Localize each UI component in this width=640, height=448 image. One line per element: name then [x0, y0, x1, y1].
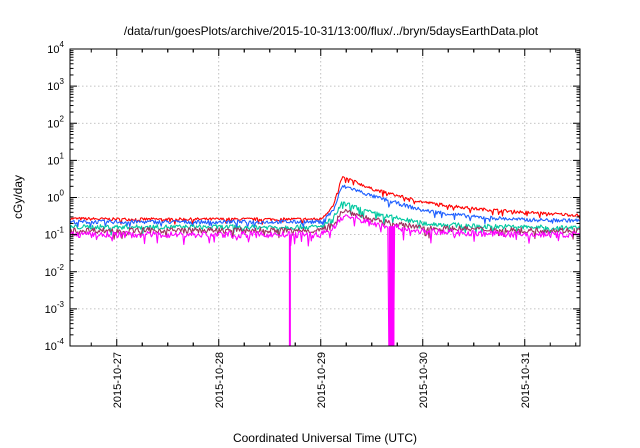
y-tick-label: 10-4 — [45, 337, 65, 353]
x-tick-label: 2015-10-30 — [418, 352, 430, 408]
series-layer — [69, 176, 581, 347]
y-tick-label: 10-1 — [45, 226, 65, 242]
series-line-2 — [69, 184, 581, 229]
y-tick-label: 100 — [47, 189, 64, 205]
y-tick-label: 102 — [47, 114, 64, 130]
chart-title: /data/run/goesPlots/archive/2015-10-31/1… — [124, 24, 539, 38]
series-line-4 — [69, 208, 581, 240]
y-tick-label: 10-3 — [45, 300, 65, 316]
x-axis: 2015-10-27 2015-10-28 2015-10-29 2015-10-30… — [90, 49, 577, 408]
series-line-5 — [69, 214, 581, 347]
x-tick-label: 2015-10-27 — [112, 352, 124, 408]
x-tick-label: 2015-10-29 — [316, 352, 328, 408]
x-tick-label: 2015-10-28 — [214, 352, 226, 408]
x-tick-label: 2015-10-31 — [520, 352, 532, 408]
y-tick-label: 103 — [47, 77, 64, 93]
y-tick-label: 10-2 — [45, 263, 65, 279]
x-axis-label: Coordinated Universal Time (UTC) — [233, 431, 417, 445]
y-tick-label: 101 — [47, 151, 64, 167]
y-tick-label: 104 — [47, 40, 64, 56]
grid — [70, 49, 580, 346]
series-line-3 — [69, 201, 581, 236]
dropout-spike — [388, 226, 395, 346]
y-axis: 10-4 10-3 10-2 10-1 100 101 102 103 104 — [45, 40, 580, 353]
y-axis-label: cGy/day — [11, 175, 25, 219]
series-line-1 — [69, 176, 581, 225]
dropout-spike — [288, 234, 291, 346]
